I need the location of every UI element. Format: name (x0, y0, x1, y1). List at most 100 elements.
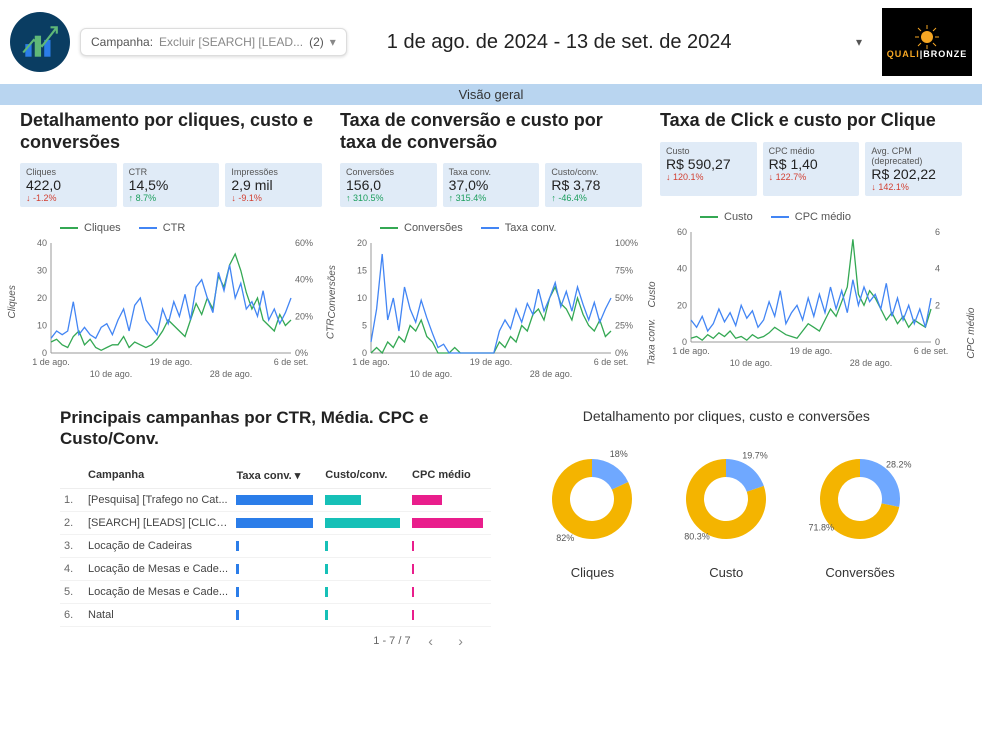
scorecard[interactable]: Taxa conv. 37,0% ↑ 315.4% (443, 163, 540, 207)
scorecard[interactable]: Custo/conv. R$ 3,78 ↑ -46.4% (545, 163, 642, 207)
scorecard-value: R$ 590,27 (666, 156, 751, 172)
table-header[interactable]: CPC médio (408, 463, 491, 489)
header: Campanha: Excluir [SEARCH] [LEAD... (2) … (0, 0, 982, 84)
filter-count: (2) (309, 35, 324, 49)
column-title: Detalhamento por cliques, custo e conver… (20, 110, 322, 153)
svg-text:1 de ago.: 1 de ago. (352, 357, 390, 367)
chart-arrow-icon (19, 21, 61, 63)
campaign-table-panel: Principais campanhas por CTR, Média. CPC… (60, 408, 491, 649)
svg-text:25%: 25% (615, 321, 633, 331)
table-header[interactable]: Taxa conv. ▾ (232, 463, 321, 489)
svg-text:6 de set.: 6 de set. (594, 357, 629, 367)
bar-cell (321, 511, 408, 534)
campaign-name: Locação de Cadeiras (84, 534, 232, 557)
y1-axis-label: Custo (647, 281, 658, 307)
scorecard-label: Impressões (231, 167, 316, 177)
donut-label: Conversões (805, 565, 915, 580)
svg-text:40: 40 (677, 263, 687, 273)
scorecard[interactable]: Custo R$ 590,27 ↓ 120.1% (660, 142, 757, 196)
y2-axis-label: Taxa conv. (646, 319, 657, 366)
campaign-name: [Pesquisa] [Trafego no Cat... (84, 488, 232, 511)
bar-cell (321, 557, 408, 580)
donut-panel: Detalhamento por cliques, custo e conver… (531, 408, 922, 649)
svg-text:28 de ago.: 28 de ago. (850, 358, 893, 368)
section-title-bar: Visão geral (0, 84, 982, 105)
donut-chart[interactable]: 28.2% 71.8% Conversões (805, 444, 915, 580)
table-row[interactable]: 3. Locação de Cadeiras (60, 534, 491, 557)
svg-text:10 de ago.: 10 de ago. (90, 369, 133, 379)
svg-text:6 de set.: 6 de set. (914, 346, 949, 356)
campaign-name: Natal (84, 603, 232, 626)
campaign-filter-chip[interactable]: Campanha: Excluir [SEARCH] [LEAD... (2) … (80, 28, 347, 56)
table-pager: 1 - 7 / 7 ‹ › (60, 627, 491, 649)
table-row[interactable]: 2. [SEARCH] [LEADS] [CLICK ... (60, 511, 491, 534)
scorecard[interactable]: Avg. CPM (deprecated) R$ 202,22 ↓ 142.1% (865, 142, 962, 196)
campaign-table: CampanhaTaxa conv. ▾Custo/conv.CPC médio… (60, 463, 491, 627)
scorecard-value: 37,0% (449, 177, 534, 193)
svg-text:10: 10 (357, 293, 367, 303)
date-range-picker[interactable]: 1 de ago. de 2024 - 13 de set. de 2024 (357, 31, 846, 54)
row-index: 5. (60, 580, 84, 603)
scorecard-delta: ↑ -46.4% (551, 193, 636, 203)
table-row[interactable]: 4. Locação de Mesas e Cade... (60, 557, 491, 580)
line-chart[interactable]: Custo CPC médio 020406002461 de ago.10 d… (660, 227, 962, 377)
svg-text:15: 15 (357, 266, 367, 276)
svg-text:60: 60 (677, 227, 687, 237)
scorecard-delta: ↓ 142.1% (871, 182, 956, 192)
table-header[interactable]: Campanha (84, 463, 232, 489)
svg-text:40%: 40% (295, 275, 313, 285)
y2-axis-label: CPC médio (966, 307, 977, 358)
donut-label: Custo (671, 565, 781, 580)
svg-text:28 de ago.: 28 de ago. (210, 369, 253, 379)
scorecard[interactable]: CPC médio R$ 1,40 ↓ 122.7% (763, 142, 860, 196)
svg-text:6 de set.: 6 de set. (274, 357, 309, 367)
line-chart[interactable]: Conversões Taxa conv. 051015200%25%50%75… (340, 238, 642, 388)
metric-column: Detalhamento por cliques, custo e conver… (20, 110, 322, 388)
donut-row: 18% 82% Cliques 19.7% 80.3% Custo 28.2% … (531, 444, 922, 580)
scorecard-value: R$ 202,22 (871, 166, 956, 182)
bar-cell (408, 580, 491, 603)
bar-cell (321, 534, 408, 557)
svg-text:19 de ago.: 19 de ago. (470, 357, 513, 367)
scorecard-value: R$ 3,78 (551, 177, 636, 193)
svg-text:80.3%: 80.3% (684, 532, 710, 542)
chevron-down-icon[interactable]: ▾ (856, 35, 872, 49)
column-title: Taxa de Click e custo por Clique (660, 110, 962, 132)
bar-cell (408, 511, 491, 534)
scorecard-value: 156,0 (346, 177, 431, 193)
scorecard-label: Taxa conv. (449, 167, 534, 177)
bar-cell (232, 511, 321, 534)
bar-cell (232, 534, 321, 557)
svg-text:50%: 50% (615, 293, 633, 303)
table-row[interactable]: 5. Locação de Mesas e Cade... (60, 580, 491, 603)
row-index: 4. (60, 557, 84, 580)
svg-text:1 de ago.: 1 de ago. (32, 357, 70, 367)
table-row[interactable]: 6. Natal (60, 603, 491, 626)
donut-chart[interactable]: 19.7% 80.3% Custo (671, 444, 781, 580)
scorecard[interactable]: CTR 14,5% ↑ 8.7% (123, 163, 220, 207)
scorecard[interactable]: Cliques 422,0 ↓ -1.2% (20, 163, 117, 207)
scorecard[interactable]: Impressões 2,9 mil ↓ -9.1% (225, 163, 322, 207)
scorecard-label: CTR (129, 167, 214, 177)
dashboard-logo (10, 12, 70, 72)
scorecard-value: R$ 1,40 (769, 156, 854, 172)
svg-text:19 de ago.: 19 de ago. (150, 357, 193, 367)
brand-text-2: BRONZE (923, 49, 967, 59)
row-index: 1. (60, 488, 84, 511)
scorecard-label: CPC médio (769, 146, 854, 156)
svg-text:2: 2 (935, 300, 940, 310)
bar-cell (321, 603, 408, 626)
chart-legend: Cliques CTR (60, 222, 322, 234)
svg-text:71.8%: 71.8% (809, 523, 835, 533)
table-header[interactable]: Custo/conv. (321, 463, 408, 489)
bar-cell (232, 603, 321, 626)
table-row[interactable]: 1. [Pesquisa] [Trafego no Cat... (60, 488, 491, 511)
svg-text:4: 4 (935, 263, 940, 273)
line-chart[interactable]: Cliques CTR 0102030400%20%40%60%1 de ago… (20, 238, 322, 388)
pager-prev-button[interactable]: ‹ (421, 633, 441, 649)
pager-next-button[interactable]: › (451, 633, 471, 649)
svg-text:28.2%: 28.2% (886, 460, 912, 470)
scorecard[interactable]: Conversões 156,0 ↑ 310.5% (340, 163, 437, 207)
metric-column: Taxa de conversão e custo por taxa de co… (340, 110, 642, 388)
donut-chart[interactable]: 18% 82% Cliques (537, 444, 647, 580)
